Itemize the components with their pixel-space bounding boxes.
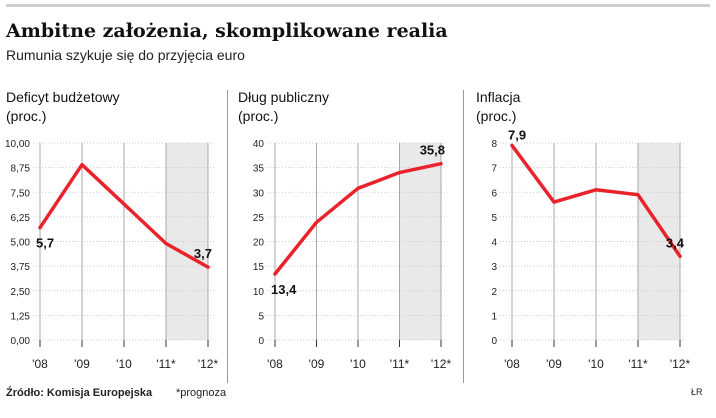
- x-tick-label: '10: [116, 357, 132, 371]
- top-rule: [6, 4, 710, 7]
- data-point: [206, 265, 210, 269]
- x-tick-label: '11*: [390, 357, 410, 371]
- author-credit: ŁR: [691, 387, 703, 397]
- y-tick-label: 5: [258, 311, 264, 322]
- panel-title-inflation-line2: (proc.): [476, 108, 517, 124]
- x-tick-label: '11*: [628, 357, 648, 371]
- x-tick-label: '09: [546, 357, 562, 371]
- y-tick-label: 6,25: [11, 213, 31, 224]
- y-tick-label: 0,00: [11, 336, 31, 347]
- chart-deficit: 0,00 1,25 2,50 3,75 5,00 6,25 7,50 8,75 10,00 '08…: [5, 139, 219, 371]
- y-tick-label: 8: [491, 139, 497, 150]
- y-tick-label: 0: [258, 336, 264, 347]
- y-tick-label: 1,25: [11, 311, 31, 322]
- data-point: [273, 272, 277, 276]
- x-tick-label: '10: [350, 357, 366, 371]
- data-point: [80, 163, 84, 167]
- data-label: 3,7: [194, 246, 212, 261]
- panel-title-debt-line2: (proc.): [238, 108, 279, 124]
- y-tick-label: 10: [253, 287, 265, 298]
- data-label: 7,9: [508, 127, 526, 142]
- x-tick-label: '09: [309, 357, 325, 371]
- page-subtitle: Rumunia szykuje się do przyjęcia euro: [6, 47, 245, 63]
- x-tick-label: '12*: [431, 357, 452, 371]
- data-label: 5,7: [36, 236, 54, 251]
- data-point: [439, 162, 443, 166]
- data-point: [356, 186, 360, 190]
- x-tick-label: '11*: [156, 357, 176, 371]
- x-tick-label: '08: [267, 357, 283, 371]
- x-tick-label: '08: [32, 357, 48, 371]
- page-title: Ambitne założenia, skomplikowane realia: [6, 20, 448, 42]
- y-tick-label: 25: [253, 213, 265, 224]
- y-tick-label: 10,00: [5, 139, 30, 150]
- data-point: [164, 241, 168, 245]
- y-tick-label: 20: [253, 238, 265, 249]
- data-point: [38, 226, 42, 230]
- source-note: Źródło: Komisja Europejska: [6, 387, 153, 399]
- y-tick-label: 6: [491, 188, 497, 199]
- panel-title-deficit-line2: (proc.): [6, 108, 47, 124]
- chart-debt: 0 5 10 15 20 25 30 35 40 '08 '09 '10 '11* '12* 13,4 35,…: [253, 139, 452, 371]
- y-tick-label: 5,00: [11, 238, 31, 249]
- panel-title-deficit: Deficyt budżetowy (proc.): [6, 88, 120, 126]
- forecast-note: *prognoza: [176, 387, 227, 399]
- panel-separator: [227, 90, 228, 383]
- panel-title-debt: Dług publiczny (proc.): [238, 88, 329, 126]
- data-point: [398, 171, 401, 175]
- data-point: [594, 188, 598, 192]
- panel-title-inflation: Inflacja (proc.): [476, 88, 520, 126]
- x-tick-label: '09: [74, 357, 90, 371]
- y-tick-label: 4: [491, 238, 497, 249]
- x-tick-label: '12*: [198, 357, 219, 371]
- y-tick-label: 3: [491, 262, 497, 273]
- y-tick-label: 0: [491, 336, 497, 347]
- y-tick-label: 30: [253, 188, 265, 199]
- y-tick-label: 7: [491, 164, 497, 175]
- data-point: [552, 200, 556, 204]
- y-tick-label: 5: [491, 213, 497, 224]
- y-tick-label: 3,75: [11, 262, 31, 273]
- x-tick-label: '12*: [670, 357, 691, 371]
- y-tick-label: 35: [253, 164, 265, 175]
- data-label: 13,4: [271, 282, 297, 297]
- panel-title-deficit-line1: Deficyt budżetowy: [6, 89, 120, 105]
- panel-title-inflation-line1: Inflacja: [476, 89, 521, 105]
- y-tick-label: 40: [253, 139, 265, 150]
- data-point: [122, 202, 126, 206]
- x-tick-label: '10: [588, 357, 604, 371]
- data-point: [678, 254, 682, 258]
- panel-title-debt-line1: Dług publiczny: [238, 89, 330, 105]
- data-point: [510, 143, 514, 147]
- data-point: [315, 220, 318, 224]
- x-tick-label: '08: [504, 357, 520, 371]
- data-point: [636, 193, 640, 197]
- y-tick-label: 2: [491, 287, 497, 298]
- y-tick-label: 1: [491, 311, 497, 322]
- y-tick-label: 8,75: [11, 164, 31, 175]
- y-tick-label: 15: [253, 262, 265, 273]
- chart-inflation: 0 1 2 3 4 5 6 7 8 '08 '09 '10 '11* '12* 7,9 3,4: [491, 127, 690, 371]
- y-tick-label: 2,50: [11, 287, 31, 298]
- data-label: 3,4: [666, 235, 685, 250]
- y-tick-label: 7,50: [11, 188, 31, 199]
- panel-separator: [463, 90, 464, 383]
- data-label: 35,8: [420, 143, 445, 158]
